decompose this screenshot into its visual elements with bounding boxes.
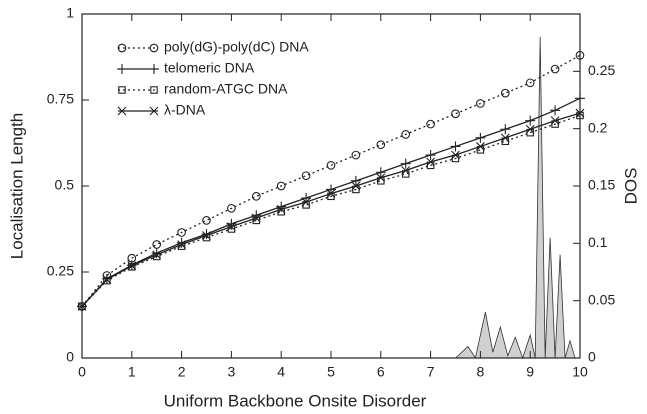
- dos-area: [454, 36, 580, 360]
- marker: [500, 133, 510, 143]
- marker: [177, 228, 186, 237]
- y2-tick-label: 0.1: [588, 234, 608, 250]
- marker: [525, 78, 535, 88]
- y-axis-label: Localisation Length: [7, 113, 26, 260]
- marker: [450, 141, 461, 152]
- marker: [149, 43, 159, 53]
- y2-axis-label: DOS: [621, 168, 640, 205]
- x-tick-label: 0: [78, 364, 86, 380]
- x-tick-label: 1: [128, 364, 136, 380]
- marker: [78, 302, 86, 311]
- legend-label: random-ATGC DNA: [164, 81, 288, 97]
- marker: [326, 189, 336, 198]
- marker: [152, 250, 162, 260]
- marker: [252, 216, 261, 225]
- marker: [525, 115, 536, 126]
- marker: [575, 50, 585, 60]
- marker: [227, 204, 236, 213]
- marker: [400, 158, 411, 169]
- marker: [576, 111, 584, 120]
- y2-tick-label: 0.25: [588, 62, 615, 78]
- marker: [251, 213, 261, 223]
- marker: [500, 88, 510, 98]
- legend-label: telomeric DNA: [164, 60, 255, 76]
- marker: [276, 205, 286, 214]
- marker: [575, 93, 585, 104]
- marker: [351, 181, 361, 191]
- marker: [117, 106, 127, 116]
- y2-tick-label: 0.15: [588, 177, 615, 193]
- marker: [575, 108, 585, 118]
- x-tick-label: 10: [572, 364, 588, 380]
- legend-label: λ-DNA: [164, 102, 206, 118]
- marker: [451, 109, 460, 119]
- marker: [227, 222, 236, 231]
- marker: [117, 43, 127, 53]
- marker: [117, 64, 127, 74]
- marker: [475, 132, 486, 143]
- marker: [202, 231, 211, 240]
- marker: [150, 86, 158, 94]
- marker: [326, 161, 336, 170]
- x-tick-label: 9: [526, 364, 534, 380]
- marker: [149, 106, 159, 116]
- marker: [550, 105, 561, 116]
- x-tick-label: 4: [277, 364, 285, 380]
- marker: [301, 197, 311, 207]
- y-tick-label: 0.5: [55, 177, 75, 193]
- marker: [276, 181, 286, 191]
- marker: [350, 175, 361, 186]
- marker: [102, 275, 112, 284]
- marker: [301, 171, 311, 181]
- marker: [152, 240, 162, 249]
- y-tick-label: 1: [66, 5, 74, 21]
- y2-tick-label: 0.2: [588, 119, 608, 135]
- marker: [227, 225, 236, 233]
- marker: [550, 64, 560, 74]
- legend-label: poly(dG)-poly(dC) DNA: [164, 39, 309, 55]
- marker: [251, 191, 261, 201]
- marker: [149, 64, 159, 74]
- marker: [426, 157, 435, 167]
- y-tick-label: 0: [66, 349, 74, 365]
- marker: [376, 140, 386, 150]
- marker: [277, 208, 285, 216]
- marker: [118, 86, 126, 94]
- marker: [202, 233, 211, 242]
- marker: [401, 166, 411, 175]
- y2-tick-label: 0: [588, 349, 596, 365]
- marker: [127, 261, 137, 271]
- marker: [376, 173, 386, 183]
- x-tick-label: 5: [327, 364, 335, 380]
- y-tick-label: 0.75: [47, 91, 74, 107]
- marker: [77, 302, 87, 311]
- marker: [451, 150, 460, 160]
- y-tick-label: 0.25: [47, 263, 74, 279]
- marker: [103, 276, 111, 285]
- x-tick-label: 8: [477, 364, 485, 380]
- marker: [476, 142, 485, 151]
- series-line: [81, 114, 581, 307]
- x-tick-label: 2: [178, 364, 186, 380]
- marker: [351, 150, 361, 160]
- x-tick-label: 7: [427, 364, 435, 380]
- series-line: [81, 112, 581, 307]
- y2-tick-label: 0.05: [588, 291, 615, 307]
- marker: [476, 99, 485, 108]
- marker: [375, 167, 386, 178]
- marker: [177, 240, 186, 249]
- x-tick-label: 6: [377, 364, 385, 380]
- x-tick-label: 3: [228, 364, 236, 380]
- x-axis-label: Uniform Backbone Onsite Disorder: [164, 391, 427, 410]
- marker: [202, 216, 211, 225]
- marker: [401, 130, 411, 139]
- marker: [550, 116, 560, 126]
- marker: [500, 124, 511, 135]
- marker: [425, 150, 436, 161]
- marker: [426, 119, 435, 129]
- marker: [525, 124, 535, 134]
